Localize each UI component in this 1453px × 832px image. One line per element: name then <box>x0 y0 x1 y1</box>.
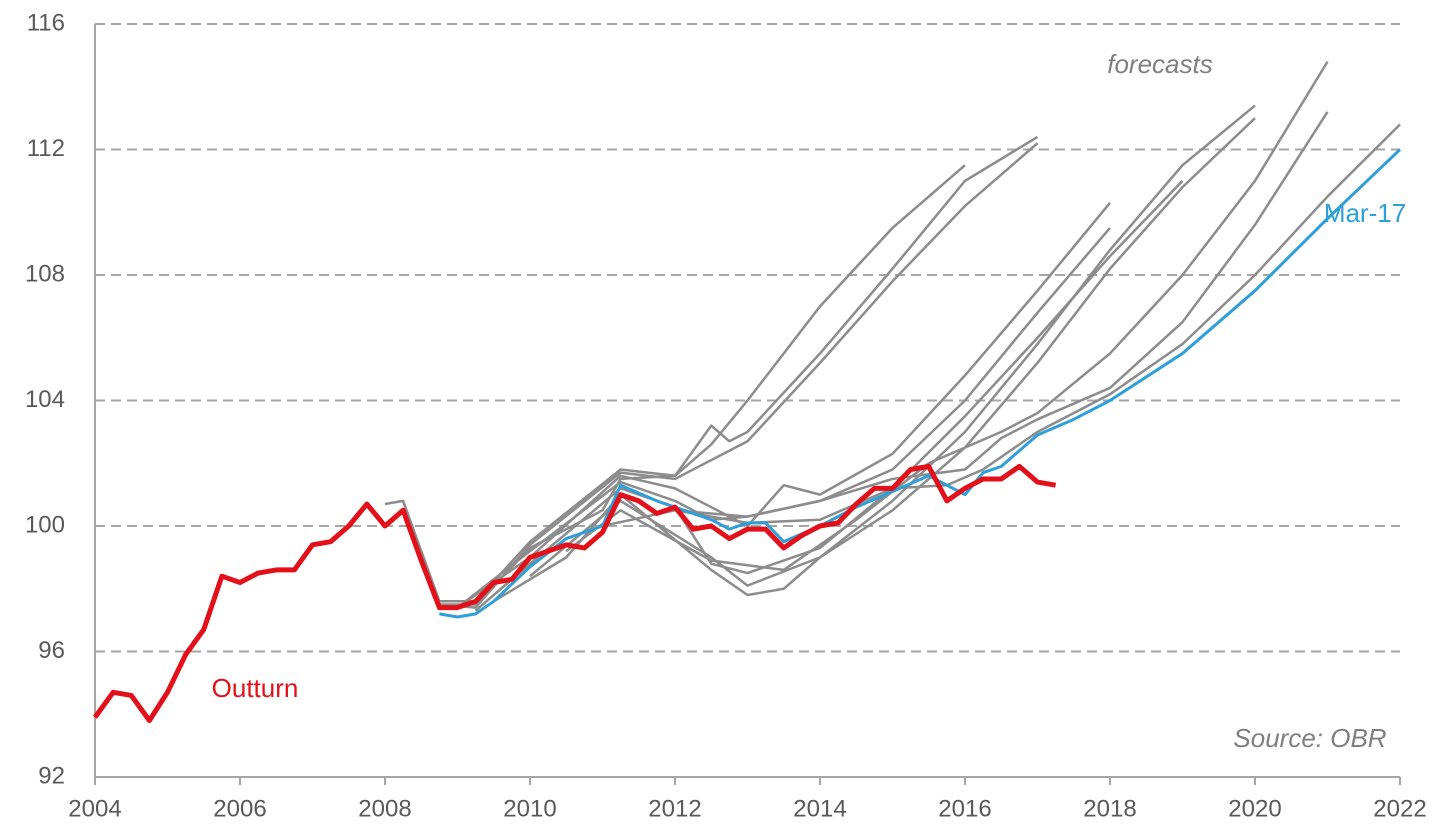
y-tick-label: 96 <box>38 637 65 664</box>
x-tick-label: 2018 <box>1083 795 1136 822</box>
series-label: Mar-17 <box>1324 198 1406 228</box>
annotation: Source: OBR <box>1233 723 1386 753</box>
x-tick-label: 2022 <box>1373 795 1426 822</box>
series-line <box>92 463 1057 724</box>
annotation: forecasts <box>1107 49 1213 79</box>
y-tick-label: 112 <box>27 135 65 162</box>
series-line <box>529 117 1256 587</box>
y-tick-label: 92 <box>38 762 65 789</box>
series-line <box>674 123 1401 525</box>
series-line <box>439 142 1039 609</box>
series-line <box>565 61 1329 572</box>
x-tick-label: 2010 <box>503 795 556 822</box>
series-line <box>456 202 1111 609</box>
y-tick-label: 104 <box>25 386 65 413</box>
y-tick-label: 100 <box>25 511 65 538</box>
series-line <box>474 180 1184 612</box>
x-tick-label: 2006 <box>213 795 266 822</box>
x-tick-label: 2008 <box>358 795 411 822</box>
x-tick-label: 2020 <box>1228 795 1281 822</box>
x-tick-label: 2016 <box>938 795 991 822</box>
x-tick-label: 2012 <box>648 795 701 822</box>
series-label: Outturn <box>212 673 299 703</box>
series-line <box>602 111 1329 528</box>
x-tick-label: 2004 <box>68 795 121 822</box>
y-tick-label: 108 <box>25 260 65 287</box>
x-tick-label: 2014 <box>793 795 846 822</box>
y-tick-label: 116 <box>27 9 65 36</box>
